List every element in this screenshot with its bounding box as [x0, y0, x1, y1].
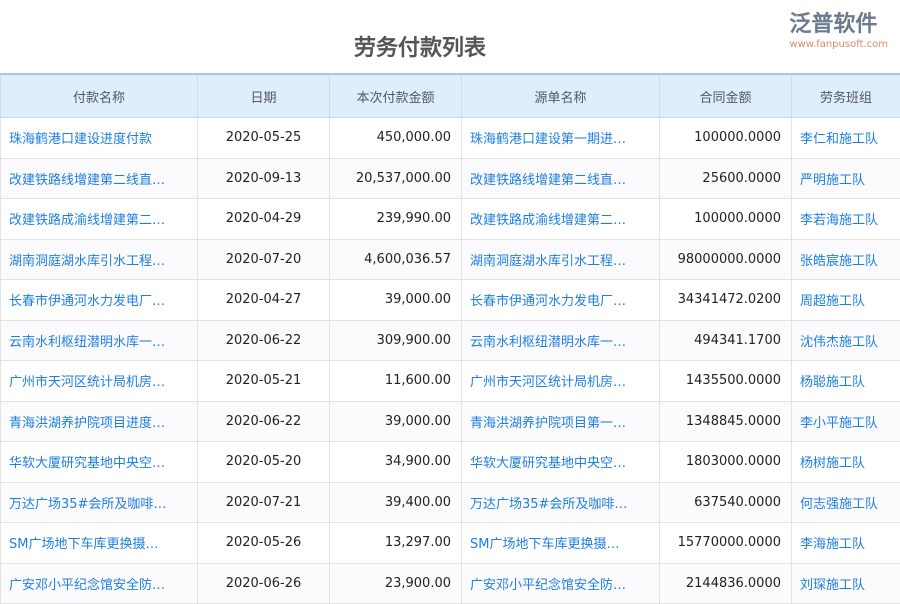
- source-doc-link[interactable]: 广州市天河区统计局机房…: [462, 361, 660, 402]
- contract-amount-cell: 25600.0000: [660, 158, 792, 199]
- contract-amount-cell: 100000.0000: [660, 199, 792, 240]
- date-cell: 2020-09-13: [198, 158, 330, 199]
- source-doc-link[interactable]: 珠海鹤港口建设第一期进…: [462, 118, 660, 159]
- source-doc-link[interactable]: 万达广场35#会所及咖啡…: [462, 482, 660, 523]
- labor-team-link[interactable]: 刘琛施工队: [792, 563, 900, 604]
- date-cell: 2020-04-29: [198, 199, 330, 240]
- source-doc-link[interactable]: 改建铁路成渝线增建第二…: [462, 199, 660, 240]
- date-cell: 2020-07-20: [198, 239, 330, 280]
- payment-name-link[interactable]: 万达广场35#会所及咖啡…: [1, 482, 198, 523]
- labor-team-link[interactable]: 周超施工队: [792, 280, 900, 321]
- date-cell: 2020-05-26: [198, 523, 330, 564]
- watermark-url: www.fanpusoft.com: [789, 38, 888, 51]
- source-doc-link[interactable]: 华软大厦研究基地中央空…: [462, 442, 660, 483]
- payment-name-link[interactable]: 改建铁路成渝线增建第二…: [1, 199, 198, 240]
- date-cell: 2020-04-27: [198, 280, 330, 321]
- source-doc-link[interactable]: 改建铁路线增建第二线直…: [462, 158, 660, 199]
- contract-amount-cell: 1435500.0000: [660, 361, 792, 402]
- labor-team-link[interactable]: 严明施工队: [792, 158, 900, 199]
- contract-amount-cell: 34341472.0200: [660, 280, 792, 321]
- payment-name-link[interactable]: 广安邓小平纪念馆安全防…: [1, 563, 198, 604]
- labor-team-link[interactable]: 李小平施工队: [792, 401, 900, 442]
- payment-name-link[interactable]: 华软大厦研究基地中央空…: [1, 442, 198, 483]
- source-doc-link[interactable]: 湖南洞庭湖水库引水工程…: [462, 239, 660, 280]
- contract-amount-cell: 98000000.0000: [660, 239, 792, 280]
- payment-amount-cell: 11,600.00: [330, 361, 462, 402]
- contract-amount-cell: 1803000.0000: [660, 442, 792, 483]
- payment-name-link[interactable]: 珠海鹤港口建设进度付款: [1, 118, 198, 159]
- date-cell: 2020-06-22: [198, 401, 330, 442]
- contract-amount-cell: 1348845.0000: [660, 401, 792, 442]
- payment-name-link[interactable]: 青海洪湖养护院项目进度…: [1, 401, 198, 442]
- column-header[interactable]: 本次付款金额: [330, 74, 462, 118]
- source-doc-link[interactable]: 广安邓小平纪念馆安全防…: [462, 563, 660, 604]
- payment-amount-cell: 39,000.00: [330, 401, 462, 442]
- payment-name-link[interactable]: SM广场地下车库更换摄…: [1, 523, 198, 564]
- date-cell: 2020-06-22: [198, 320, 330, 361]
- watermark-name: 泛普软件: [789, 12, 877, 37]
- date-cell: 2020-06-26: [198, 563, 330, 604]
- payment-amount-cell: 20,537,000.00: [330, 158, 462, 199]
- contract-amount-cell: 2144836.0000: [660, 563, 792, 604]
- labor-team-link[interactable]: 李仁和施工队: [792, 118, 900, 159]
- contract-amount-cell: 100000.0000: [660, 118, 792, 159]
- column-header[interactable]: 日期: [198, 74, 330, 118]
- payment-name-link[interactable]: 长春市伊通河水力发电厂…: [1, 280, 198, 321]
- payment-name-link[interactable]: 湖南洞庭湖水库引水工程…: [1, 239, 198, 280]
- payment-name-link[interactable]: 云南水利枢纽潜明水库一…: [1, 320, 198, 361]
- source-doc-link[interactable]: 云南水利枢纽潜明水库一…: [462, 320, 660, 361]
- labor-team-link[interactable]: 何志强施工队: [792, 482, 900, 523]
- date-cell: 2020-05-21: [198, 361, 330, 402]
- column-header[interactable]: 付款名称: [1, 74, 198, 118]
- payment-amount-cell: 13,297.00: [330, 523, 462, 564]
- payment-amount-cell: 4,600,036.57: [330, 239, 462, 280]
- contract-amount-cell: 637540.0000: [660, 482, 792, 523]
- labor-team-link[interactable]: 沈伟杰施工队: [792, 320, 900, 361]
- labor-team-link[interactable]: 李海施工队: [792, 523, 900, 564]
- column-header[interactable]: 合同金额: [660, 74, 792, 118]
- source-doc-link[interactable]: 青海洪湖养护院项目第一…: [462, 401, 660, 442]
- source-doc-link[interactable]: SM广场地下车库更换摄…: [462, 523, 660, 564]
- payment-name-link[interactable]: 广州市天河区统计局机房…: [1, 361, 198, 402]
- date-cell: 2020-07-21: [198, 482, 330, 523]
- payment-amount-cell: 23,900.00: [330, 563, 462, 604]
- payment-name-link[interactable]: 改建铁路线增建第二线直…: [1, 158, 198, 199]
- payment-amount-cell: 39,400.00: [330, 482, 462, 523]
- labor-team-link[interactable]: 李若海施工队: [792, 199, 900, 240]
- labor-team-link[interactable]: 杨聪施工队: [792, 361, 900, 402]
- payment-amount-cell: 450,000.00: [330, 118, 462, 159]
- payment-amount-cell: 34,900.00: [330, 442, 462, 483]
- labor-team-link[interactable]: 张皓宸施工队: [792, 239, 900, 280]
- labor-team-link[interactable]: 杨树施工队: [792, 442, 900, 483]
- date-cell: 2020-05-25: [198, 118, 330, 159]
- header-row: 付款名称日期本次付款金额源单名称合同金额劳务班组: [1, 74, 900, 118]
- payment-amount-cell: 239,990.00: [330, 199, 462, 240]
- contract-amount-cell: 494341.1700: [660, 320, 792, 361]
- source-doc-link[interactable]: 长春市伊通河水力发电厂…: [462, 280, 660, 321]
- date-cell: 2020-05-20: [198, 442, 330, 483]
- payment-amount-cell: 309,900.00: [330, 320, 462, 361]
- page-title: 劳务付款列表: [0, 30, 840, 62]
- column-header[interactable]: 源单名称: [462, 74, 660, 118]
- contract-amount-cell: 15770000.0000: [660, 523, 792, 564]
- column-header[interactable]: 劳务班组: [792, 74, 900, 118]
- payment-amount-cell: 39,000.00: [330, 280, 462, 321]
